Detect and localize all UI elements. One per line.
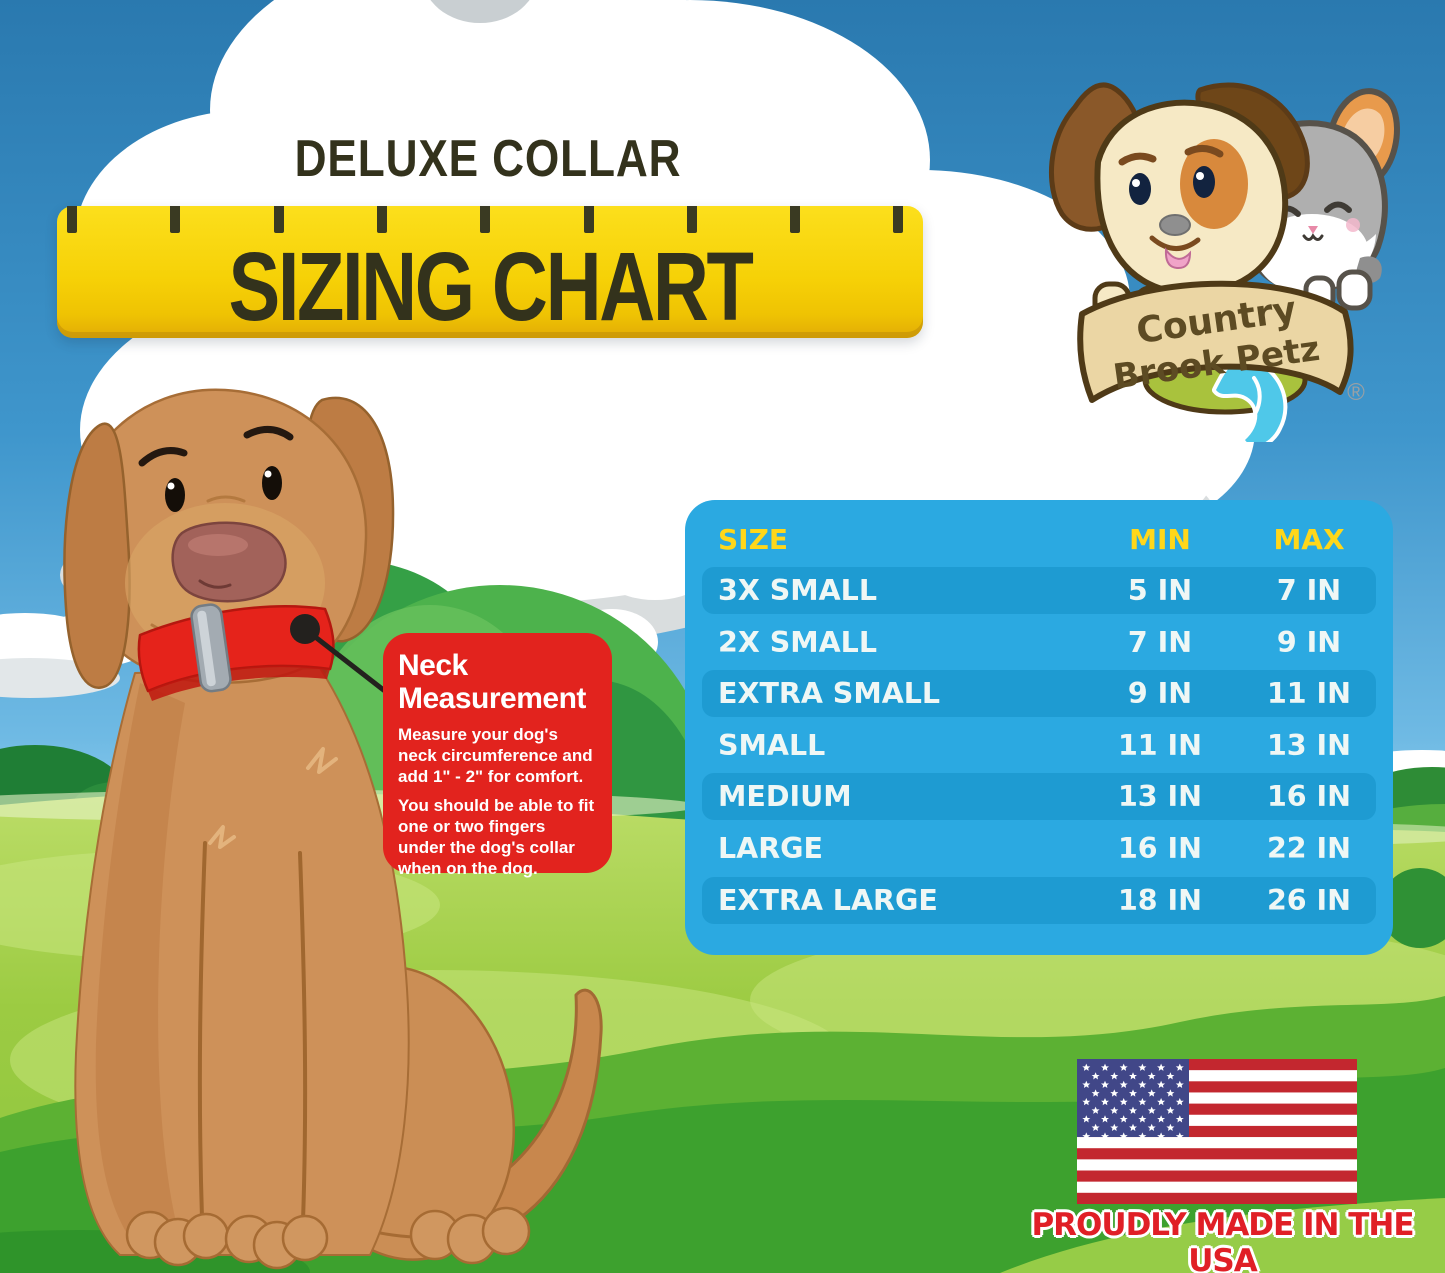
made-in-usa-text: PROUDLY MADE IN THE USA — [1031, 1207, 1414, 1273]
dog-collar — [137, 603, 335, 701]
row-min: 18 IN — [1117, 883, 1203, 917]
row-size: 2X SMALL — [718, 625, 877, 659]
table-row: 2X SMALL 7 IN 9 IN — [702, 619, 1376, 666]
row-min: 13 IN — [1117, 780, 1203, 814]
column-header-size: SIZE — [718, 523, 789, 556]
row-min: 7 IN — [1127, 625, 1193, 659]
row-min: 11 IN — [1117, 728, 1203, 762]
table-row: LARGE 16 IN 22 IN — [702, 825, 1376, 872]
poster-subtitle: SIZING CHART — [228, 232, 753, 341]
callout-body-2: You should be able to fit one or two fin… — [398, 796, 595, 878]
table-row: EXTRA SMALL 9 IN 11 IN — [702, 670, 1376, 718]
column-header-max: MAX — [1273, 523, 1345, 556]
table-row: MEDIUM 13 IN 16 IN — [702, 773, 1376, 821]
table-row: EXTRA LARGE 18 IN 26 IN — [702, 876, 1376, 924]
dog-front-paws — [125, 1210, 329, 1270]
row-size: 3X SMALL — [718, 574, 877, 607]
row-max: 7 IN — [1276, 574, 1342, 607]
sizing-table: SIZE MIN MAX 3X SMALL 5 IN 7 IN 2X SMALL… — [685, 500, 1393, 955]
callout-pointer — [290, 614, 393, 698]
callout-body-1: Measure your dog's neck circumference an… — [398, 725, 593, 786]
dog-eyebrow-left — [138, 447, 188, 467]
registered-mark: ® — [1347, 379, 1365, 406]
logo-banner: Country Brook Petz — [1077, 280, 1354, 403]
table-rows: 3X SMALL 5 IN 7 IN 2X SMALL 7 IN 9 IN EX… — [702, 567, 1376, 928]
row-size: SMALL — [718, 728, 826, 762]
row-max: 11 IN — [1266, 677, 1352, 711]
dog-illustration — [63, 388, 603, 1270]
ruler-banner: SIZING CHART — [57, 206, 923, 338]
row-max: 22 IN — [1266, 831, 1352, 865]
row-max: 26 IN — [1266, 883, 1352, 917]
table-header: SIZE MIN MAX — [685, 522, 1393, 558]
dog-nose — [171, 521, 287, 603]
row-size: MEDIUM — [718, 780, 852, 814]
dog-eye-right — [262, 466, 282, 500]
logo-water-splash — [1212, 355, 1288, 442]
callout-heading: Neck Measurement — [398, 649, 586, 715]
neck-measurement-callout: Neck Measurement Measure your dog's neck… — [383, 633, 612, 878]
row-size: EXTRA SMALL — [718, 677, 941, 711]
column-header-min: MIN — [1129, 523, 1191, 556]
row-size: EXTRA LARGE — [718, 883, 938, 917]
row-max: 13 IN — [1266, 728, 1352, 762]
bush-dot-right — [1380, 868, 1445, 948]
row-min: 16 IN — [1117, 831, 1203, 865]
row-size: LARGE — [718, 831, 824, 865]
dog-eye-left — [165, 478, 185, 512]
table-row: SMALL 11 IN 13 IN — [702, 722, 1376, 769]
row-min: 5 IN — [1127, 574, 1193, 607]
poster-title: DELUXE COLLAR — [294, 130, 682, 188]
row-max: 9 IN — [1276, 625, 1342, 659]
table-row: 3X SMALL 5 IN 7 IN — [702, 567, 1376, 614]
row-min: 9 IN — [1127, 677, 1193, 711]
brand-logo: Country Brook Petz ® — [1048, 82, 1400, 442]
row-max: 16 IN — [1266, 780, 1352, 814]
dog-eyebrow-right — [243, 426, 294, 441]
usa-flag — [1077, 1059, 1357, 1204]
